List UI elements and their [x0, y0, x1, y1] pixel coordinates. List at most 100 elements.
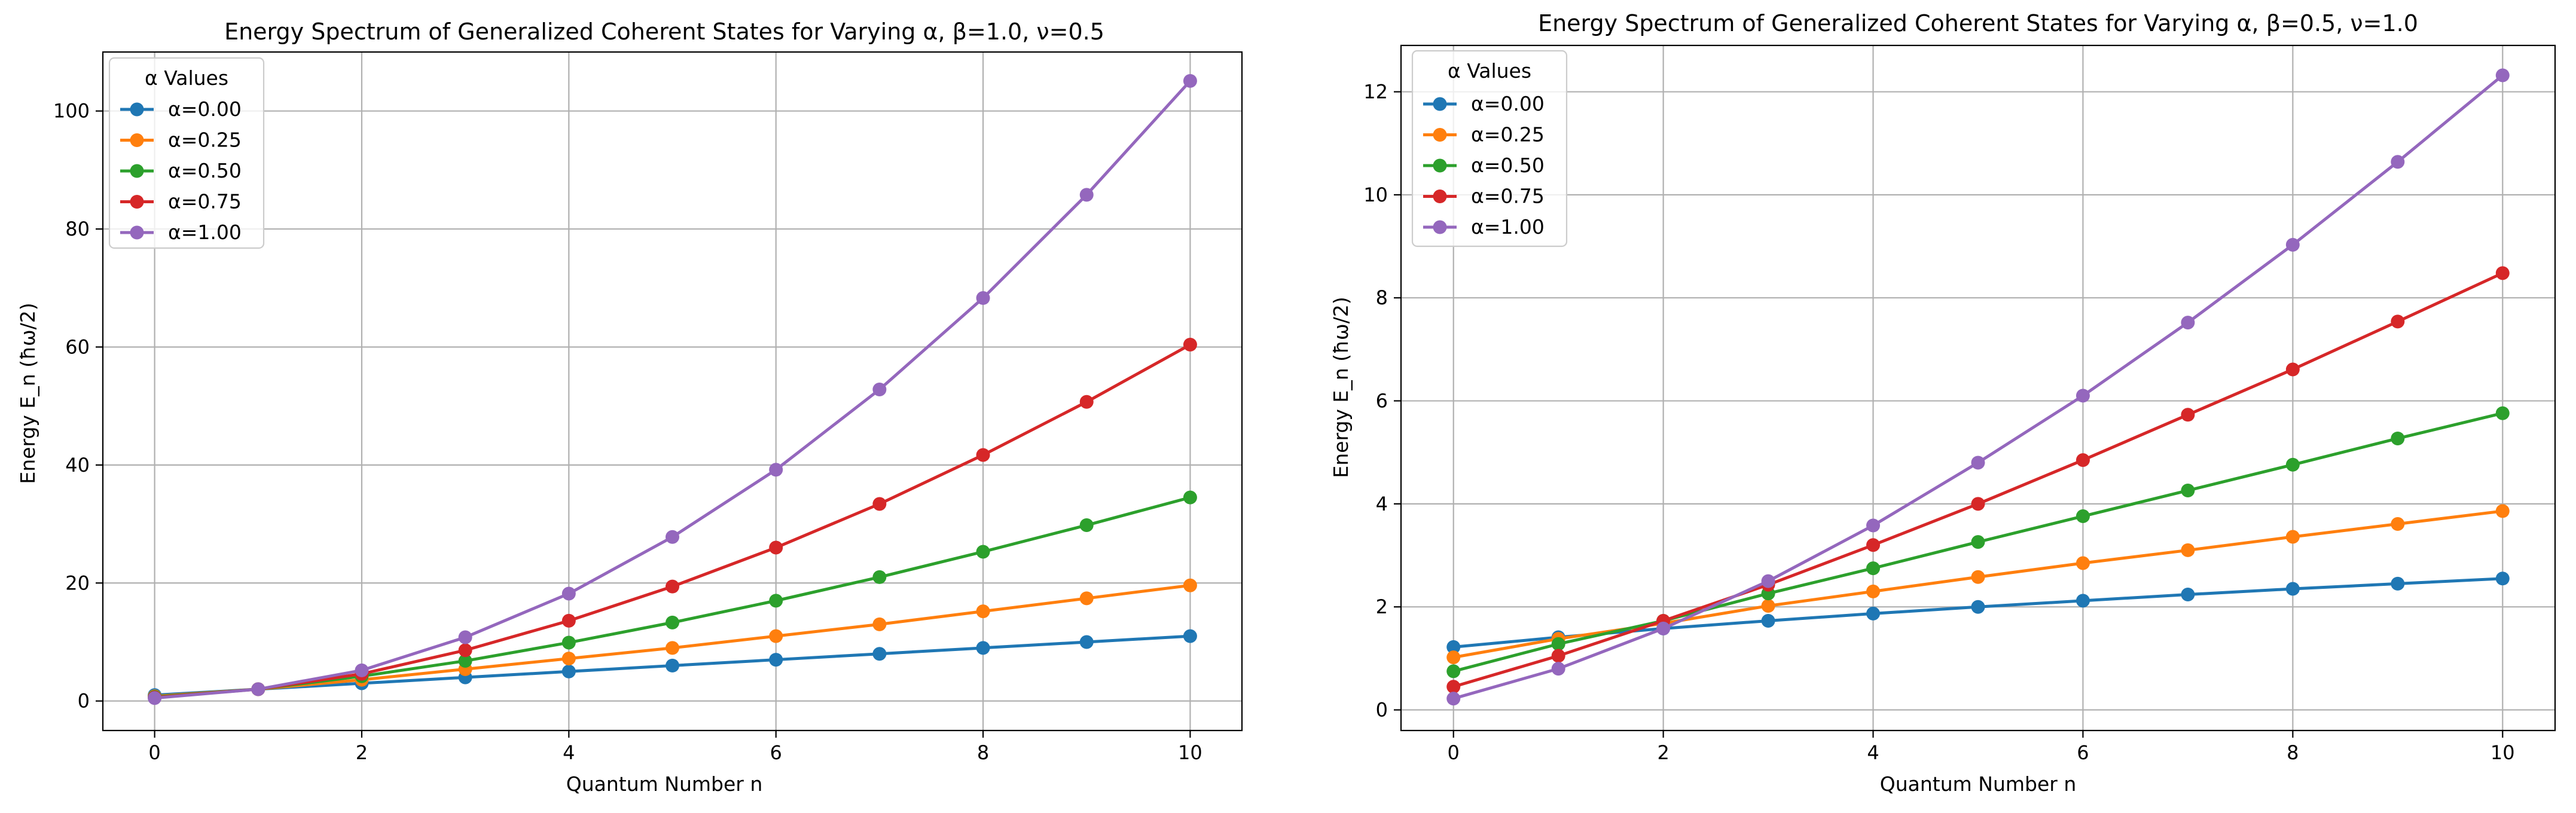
chart-left-series-1-point	[1183, 578, 1197, 592]
chart-right-xtick-label: 2	[1657, 741, 1669, 764]
chart-right-legend-label: α=0.00	[1471, 92, 1545, 115]
chart-left-xlabel: Quantum Number n	[566, 772, 763, 796]
chart-right-ytick-label: 10	[1363, 184, 1388, 206]
chart-left-ytick-label: 40	[65, 454, 90, 476]
chart-left-series-2-point	[561, 635, 576, 650]
chart-right-series-0-point	[2285, 582, 2300, 596]
chart-left-legend-swatch-marker	[130, 195, 144, 209]
chart-right-series-3-line	[1453, 271, 2504, 689]
chart-right-legend-swatch-marker	[1433, 158, 1447, 173]
chart-right-series-4-point	[2495, 68, 2510, 82]
chart-right-ytick-label: 12	[1363, 81, 1388, 103]
chart-left-legend-swatch-marker	[130, 133, 144, 147]
chart-left-series-0-point	[561, 664, 576, 678]
chart-left-series-2-point	[666, 615, 679, 629]
chart-left-series-1-point	[1079, 591, 1094, 606]
chart-left-series-3-point	[769, 540, 783, 555]
chart-right-series-0-point	[2181, 588, 2195, 602]
chart-right-legend-label: α=0.50	[1471, 154, 1545, 177]
chart-right-series-3-point	[1446, 680, 1461, 694]
chart-right-ytick-label: 6	[1376, 390, 1388, 412]
chart-right-series-2-point	[1971, 535, 1985, 549]
chart-left-series-3-point	[1183, 338, 1197, 352]
chart-right-series-3-point	[1866, 538, 1881, 552]
chart-left-ytick-label: 100	[53, 100, 90, 123]
chart-right-series-0-point	[1971, 600, 1985, 614]
chart-right-grid	[1401, 45, 2555, 731]
chart-left-series-4-point	[872, 383, 887, 397]
chart-right-series-4-point	[1551, 662, 1565, 676]
chart-left-series-2-point	[1183, 490, 1197, 505]
chart-right-series-4-point	[2181, 316, 2195, 330]
chart-right-series-2-point	[2181, 483, 2195, 497]
chart-right-legend-swatch-marker	[1433, 220, 1447, 234]
chart-right-series-0-point	[2391, 576, 2405, 591]
chart-left-legend-label: α=1.00	[168, 221, 242, 244]
chart-left-series-0-point	[1183, 629, 1197, 643]
chart-right-series-0-point	[1866, 606, 1881, 621]
chart-left-xtick-label: 2	[356, 741, 368, 764]
chart-right-series-1-point	[1971, 570, 1985, 584]
chart-left-xtick-label: 10	[1178, 741, 1202, 764]
chart-right-series-3-point	[2181, 408, 2195, 422]
chart-left-series-3-point	[976, 448, 990, 462]
chart-left-series-2-point	[976, 545, 990, 559]
chart-left-series-0-point	[872, 647, 887, 661]
chart-right-series-1-point	[1446, 650, 1461, 665]
chart-left-ytick-label: 60	[65, 335, 90, 358]
chart-right-series-0-point	[1761, 613, 1775, 628]
chart-left-series-4-point	[251, 682, 265, 696]
chart-right-legend-swatch-marker	[1433, 97, 1447, 111]
chart-left-legend-title: α Values	[145, 66, 228, 90]
chart-right-xtick-label: 8	[2287, 741, 2299, 764]
chart-right-lines	[1446, 68, 2510, 706]
chart-left-series-4-point	[769, 463, 783, 477]
chart-right-series-2-point	[1866, 561, 1881, 576]
chart-left-series-4-point	[1079, 188, 1094, 202]
chart-left-xtick-label: 4	[563, 741, 575, 764]
chart-left-ytick-label: 0	[78, 690, 90, 713]
chart-right-xtick-label: 6	[2077, 741, 2089, 764]
chart-right-series-3-point	[1971, 497, 1985, 511]
chart-right-series-4-point	[1866, 518, 1881, 533]
chart-right-legend-title: α Values	[1448, 59, 1531, 82]
chart-left-title: Energy Spectrum of Generalized Coherent …	[224, 19, 1104, 45]
chart-right-xtick-label: 10	[2490, 741, 2515, 764]
chart-right-ytick-label: 4	[1376, 493, 1388, 515]
chart-right-legend-label: α=0.25	[1471, 123, 1545, 146]
chart-right-ytick-label: 8	[1376, 286, 1388, 309]
chart-left-series-1-point	[561, 652, 576, 666]
chart-right-ylabel: Energy E_n (ħω/2)	[1329, 297, 1353, 478]
chart-left-series-4-point	[148, 691, 162, 705]
chart-left-legend-label: α=0.25	[168, 129, 242, 152]
chart-left-series-2-point	[872, 570, 887, 584]
chart-right-xlabel: Quantum Number n	[1880, 772, 2077, 796]
chart-right-series-4-point	[2391, 155, 2405, 169]
chart-right: Energy Spectrum of Generalized Coherent …	[1329, 10, 2556, 796]
chart-left-xtick-label: 8	[977, 741, 989, 764]
chart-right-ytick-label: 0	[1376, 699, 1388, 722]
chart-right-series-4-point	[2285, 237, 2300, 252]
chart-right-legend-label: α=0.75	[1471, 185, 1545, 208]
chart-left-series-4-point	[355, 663, 369, 677]
chart-left-series-4-point	[976, 291, 990, 305]
chart-right-series-2-point	[2285, 457, 2300, 472]
chart-left-series-3-point	[561, 613, 576, 628]
chart-left-series-1-point	[872, 617, 887, 631]
chart-left-lines	[148, 74, 1197, 705]
chart-left-legend: α Values α=0.00 α=0.25 α=0.50 α=0.75 α=1.00	[108, 57, 265, 249]
chart-left-frame	[102, 51, 1243, 732]
chart-right-series-1-point	[2495, 504, 2510, 518]
chart-left-series-2-point	[458, 654, 472, 668]
chart-right-series-2-point	[1446, 664, 1461, 678]
chart-left-legend-swatch-marker	[130, 225, 144, 240]
chart-right-series-4-point	[1446, 692, 1461, 706]
chart-left-xtick-label: 0	[148, 741, 160, 764]
chart-right-series-1-line	[1453, 509, 2503, 659]
chart-left-series-2-point	[769, 594, 783, 608]
chart-left: Energy Spectrum of Generalized Coherent …	[16, 19, 1243, 796]
chart-left-legend-label: α=0.75	[168, 190, 242, 213]
chart-left-series-0-point	[976, 641, 990, 655]
chart-right-series-0-point	[1446, 640, 1461, 654]
